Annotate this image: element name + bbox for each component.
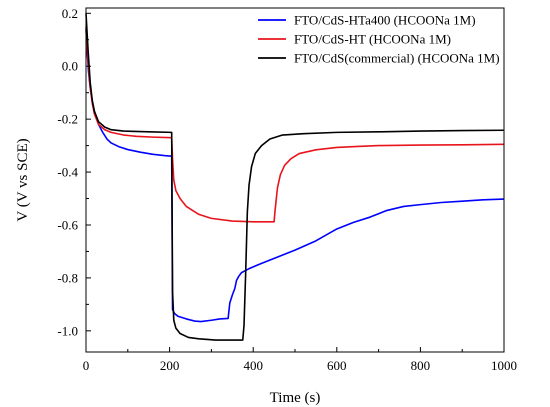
y-tick-label: -0.6	[57, 217, 78, 232]
y-tick-label: 0.0	[62, 59, 78, 74]
series-lines	[85, 13, 505, 341]
x-tick-label: 1000	[491, 358, 517, 373]
legend: FTO/CdS-HTa400 (HCOONa 1M) FTO/CdS-HT (HC…	[258, 13, 500, 66]
y-tick-label: -0.4	[57, 165, 78, 180]
series-line-3	[85, 13, 505, 341]
x-tick-label: 200	[160, 358, 180, 373]
legend-label-1: FTO/CdS-HTa400 (HCOONa 1M)	[294, 13, 476, 28]
x-tick-label: 400	[243, 358, 263, 373]
axis-ticks: 0 200 400 600 800 1000 0.2 0.0 -0.2 -0.4 -0.6 -0.8 -…	[57, 6, 517, 373]
y-tick-label: -0.2	[57, 112, 78, 127]
y-tick-label: 0.2	[62, 6, 78, 21]
series-line-1	[85, 29, 505, 323]
y-axis-label: V (V vs SCE)	[15, 138, 31, 221]
x-tick-label: 800	[411, 358, 431, 373]
y-tick-label: -1.0	[57, 323, 78, 338]
series-line-2	[85, 26, 505, 223]
legend-label-2: FTO/CdS-HT (HCOONa 1M)	[294, 32, 451, 47]
x-axis-label: Time (s)	[270, 390, 321, 406]
x-tick-label: 0	[83, 358, 90, 373]
x-tick-label: 600	[327, 358, 347, 373]
legend-label-3: FTO/CdS(commercial) (HCOONa 1M)	[294, 51, 500, 66]
y-tick-label: -0.8	[57, 270, 78, 285]
